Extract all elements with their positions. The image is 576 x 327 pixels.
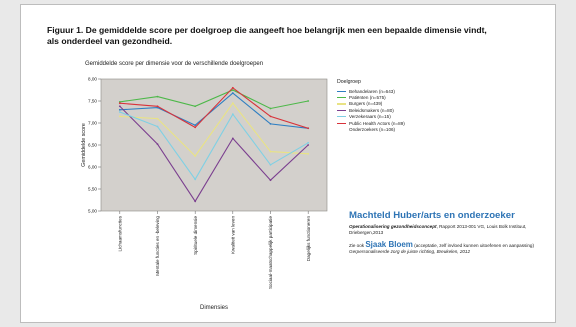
- data-point: [269, 163, 272, 166]
- reference-1-title: Operationalisering gezondheidsconcept: [349, 224, 437, 229]
- data-point: [156, 105, 159, 108]
- legend-label: Public Health Actors (n=89): [349, 120, 405, 126]
- data-point: [307, 141, 310, 144]
- reference-2-name: Sjaak Bloem: [365, 240, 413, 249]
- author-block: Machteld Huber/arts en onderzoeker Opera…: [349, 210, 559, 255]
- data-point: [194, 178, 197, 181]
- reference-2: Zie ook Sjaak Bloem (acceptatie, zelf in…: [349, 240, 559, 249]
- legend-label: Verzekeraars (n=15): [349, 114, 391, 120]
- legend-item: Beleidsmakers (n=80): [337, 107, 405, 113]
- y-tick-label: 6,00: [88, 165, 97, 170]
- legend-item: Patiënten (n=575): [337, 94, 405, 100]
- data-point: [194, 124, 197, 127]
- legend-item: Verzekeraars (n=15): [337, 114, 405, 120]
- slide-title-line2: als onderdeel van gezondheid.: [47, 36, 173, 46]
- x-tick-label: Spirituele dimensie: [193, 216, 198, 255]
- data-point: [118, 102, 121, 105]
- data-point: [231, 137, 234, 140]
- legend-label: Onderzoekers (n=106): [349, 127, 396, 133]
- data-point: [118, 100, 121, 103]
- legend-swatch: [337, 109, 346, 111]
- data-point: [118, 105, 121, 108]
- series-line: [119, 92, 309, 129]
- data-point: [194, 105, 197, 108]
- series-line: [119, 111, 309, 181]
- data-point: [231, 92, 234, 94]
- slide-title-line1: Figuur 1. De gemiddelde score per doelgr…: [47, 25, 487, 35]
- chart-title: Gemiddelde score per dimensie voor de ve…: [85, 61, 264, 67]
- legend-swatch: [337, 116, 346, 118]
- x-axis-label: Dimensies: [200, 305, 228, 311]
- data-point: [118, 111, 121, 113]
- data-point: [269, 179, 272, 182]
- data-point: [307, 127, 310, 130]
- data-point: [231, 89, 234, 91]
- legend-swatch: [337, 122, 346, 124]
- data-point: [269, 107, 272, 110]
- slide-title: Figuur 1. De gemiddelde score per doelgr…: [47, 25, 567, 47]
- legend-item: Behandelaren (n=643): [337, 88, 405, 94]
- reference-1-rest: , Rapport 2013-001 VG, Louis Bolk Instit…: [349, 224, 527, 235]
- y-axis-label: Gemiddelde score: [81, 123, 87, 167]
- reference-3: Gerpersonaliseerde zorg de juiste richti…: [349, 249, 559, 255]
- x-tick-label: Dagelijks functioneren: [306, 216, 311, 262]
- data-point: [156, 95, 159, 98]
- series-line: [119, 105, 309, 203]
- data-point: [307, 100, 310, 102]
- data-point: [194, 155, 197, 157]
- data-point: [156, 117, 159, 120]
- data-point: [156, 125, 159, 128]
- series-line: [119, 87, 309, 129]
- data-point: [269, 150, 272, 153]
- reference-2-prefix: Zie ook: [349, 243, 366, 248]
- reference-1: Operationalisering gezondheidsconcept, R…: [349, 224, 559, 236]
- author-name: Machteld Huber/arts en onderzoeker: [349, 210, 515, 221]
- legend-item: Onderzoekers (n=106): [337, 126, 405, 132]
- legend-label: Patiënten (n=575): [349, 95, 386, 101]
- legend-label: Burgers (n=439): [349, 101, 383, 107]
- x-tick-label: Lichaamsfuncties: [117, 215, 122, 251]
- data-point: [156, 143, 159, 146]
- data-point: [231, 102, 234, 105]
- y-tick-label: 5,50: [88, 187, 97, 192]
- legend-item: Burgers (n=439): [337, 101, 405, 107]
- series-line: [119, 89, 309, 110]
- y-tick-label: 5,00: [88, 209, 97, 214]
- chart-legend: Doelgroep Behandelaren (n=643) Patiënten …: [337, 79, 405, 133]
- series-line: [119, 102, 309, 157]
- line-chart: 8,00 7,50 7,00 6,50 6,00 5,50 5,00 Lichaamsfunc…: [81, 77, 328, 311]
- data-point: [307, 144, 310, 146]
- plot-area: [100, 78, 328, 212]
- data-point: [118, 108, 121, 111]
- y-tick-label: 7,00: [88, 121, 97, 126]
- slide: Figuur 1. De gemiddelde score per doelgr…: [20, 4, 556, 323]
- y-tick-label: 6,50: [88, 143, 97, 148]
- legend-label: Behandelaren (n=643): [349, 88, 395, 94]
- legend-swatch: [337, 96, 346, 99]
- data-point: [231, 86, 234, 89]
- reference-2-rest: (acceptatie, zelf invloed kunnen uitoefe…: [412, 243, 534, 248]
- reference-3-text: Gerpersonaliseerde zorg de juiste richti…: [349, 249, 471, 254]
- legend-swatch: [337, 90, 346, 92]
- legend-swatch: [337, 103, 346, 105]
- legend-title: Doelgroep: [337, 79, 361, 85]
- data-point: [194, 126, 197, 129]
- y-tick-label: 7,50: [88, 99, 97, 104]
- x-tick-label: Sociaal-maatschappelijk participatie: [268, 216, 273, 289]
- data-point: [194, 200, 197, 203]
- data-point: [269, 122, 272, 125]
- y-tick-label: 8,00: [88, 77, 97, 82]
- legend-item: Public Health Actors (n=89): [337, 120, 405, 126]
- data-point: [269, 115, 272, 118]
- legend-label: Beleidsmakers (n=80): [349, 107, 394, 113]
- data-point: [307, 152, 310, 155]
- x-tick-label: Kwaliteit van leven: [230, 216, 235, 254]
- data-point: [231, 113, 234, 116]
- x-tick-label: Mentale functies en -beleving: [155, 216, 160, 276]
- data-point: [118, 115, 121, 118]
